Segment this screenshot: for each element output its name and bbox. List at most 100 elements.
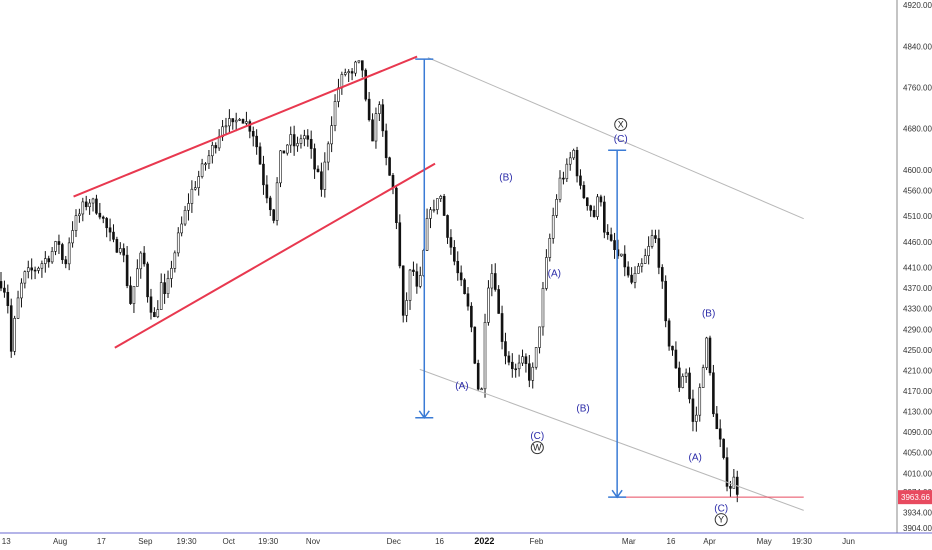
candle-body (497, 289, 500, 314)
candle-body (320, 171, 323, 190)
candle-body (623, 253, 627, 268)
candle-body (84, 201, 88, 208)
candle-body (238, 119, 241, 121)
last-price-label: 3963.66 (901, 493, 930, 502)
wave-label: (B) (499, 172, 512, 183)
candle-body (446, 215, 449, 238)
candle-body (541, 288, 545, 328)
wave-label: (B) (576, 403, 589, 414)
y-tick-label: 4460.00 (903, 238, 932, 247)
price-axis[interactable]: 4920.00 4840.00 4760.00 4680.00 4600.00 4560.… (898, 1, 932, 533)
candle-body (490, 273, 494, 289)
candle-body (439, 196, 443, 199)
candle-body (91, 198, 95, 204)
candle-body (517, 362, 521, 370)
candle-body (282, 150, 286, 154)
candle-body (88, 202, 91, 208)
y-tick-label: 3934.00 (903, 508, 932, 517)
candle-body (292, 134, 296, 147)
candle-body (510, 361, 514, 370)
measure-left-arrowhead (418, 410, 430, 420)
candle-body (286, 144, 289, 154)
candle-body (579, 175, 582, 186)
wave-label: X (618, 120, 624, 130)
candle-body (425, 218, 429, 251)
candle-body (572, 150, 575, 159)
candle-body (214, 145, 218, 149)
candle-body (401, 265, 405, 316)
x-tick-label: Nov (306, 537, 320, 546)
candle-body (149, 296, 153, 313)
candle-body (180, 223, 183, 234)
candle-body (671, 345, 674, 351)
candle-body (176, 232, 180, 254)
candle-body (367, 98, 371, 121)
x-tick-label: 16 (435, 537, 444, 546)
candle-body (674, 349, 678, 369)
candle-body (170, 268, 173, 279)
candle-body (57, 241, 61, 245)
candle-body (476, 362, 480, 390)
candle-body (395, 187, 398, 224)
candle-body (684, 372, 688, 377)
y-tick-label: 3904.00 (903, 524, 932, 533)
candle-body (453, 247, 456, 262)
y-tick-label: 4680.00 (903, 125, 932, 134)
candle-body (575, 150, 579, 177)
x-tick-label: 13 (2, 537, 11, 546)
candle-body (313, 148, 316, 170)
candle-body (265, 184, 269, 199)
y-tick-label: 4330.00 (903, 305, 932, 314)
candle-body (47, 258, 51, 263)
candle-body (241, 119, 245, 124)
candle-body (374, 113, 378, 142)
wave-label: (C) (530, 431, 544, 442)
candle-body (589, 205, 592, 211)
candle-body (691, 398, 695, 422)
y-tick-label: 4130.00 (903, 408, 932, 417)
candle-body (251, 130, 255, 137)
candle-body (531, 366, 535, 381)
y-tick-label: 4760.00 (903, 83, 932, 92)
candle-body (64, 259, 68, 265)
candle-body (436, 198, 439, 210)
candle-body (528, 363, 531, 381)
candle-body (204, 163, 207, 166)
candle-body (166, 278, 170, 294)
candle-body (132, 286, 136, 304)
time-axis[interactable]: 13 Aug 17 Sep 19:30 Oct 19:30 Nov Dec 16 2022 Feb Ma… (2, 536, 855, 546)
candle-body (248, 121, 252, 132)
candles-group (0, 60, 739, 503)
candle-body (275, 182, 279, 221)
wave-label: (C) (714, 503, 728, 514)
x-tick-label: Feb (530, 537, 544, 546)
y-tick-label: 4410.00 (903, 264, 932, 273)
y-tick-label: 4920.00 (903, 1, 932, 10)
wave-label: (C) (614, 134, 628, 145)
candle-body (654, 235, 657, 239)
wave-label: (B) (702, 308, 715, 319)
x-tick-label: 19:30 (792, 537, 813, 546)
candle-body (61, 244, 64, 261)
candle-body (558, 177, 562, 200)
candle-body (207, 155, 211, 165)
candle-body (500, 313, 504, 342)
candle-body (643, 255, 647, 264)
candle-body (245, 121, 248, 124)
wave-circle (530, 441, 544, 455)
candle-body (67, 242, 71, 265)
y-tick-label: 4600.00 (903, 166, 932, 175)
candle-body (129, 285, 132, 304)
lower-wedge-line (114, 162, 436, 349)
candle-body (44, 258, 47, 264)
candle-body (211, 145, 214, 157)
candle-body (6, 291, 10, 306)
candle-body (197, 176, 200, 188)
candle-body (9, 305, 13, 352)
candle-body (228, 118, 231, 127)
candle-body (613, 240, 616, 251)
candle-body (224, 125, 228, 128)
candle-body (347, 71, 350, 74)
candle-body (568, 157, 572, 165)
